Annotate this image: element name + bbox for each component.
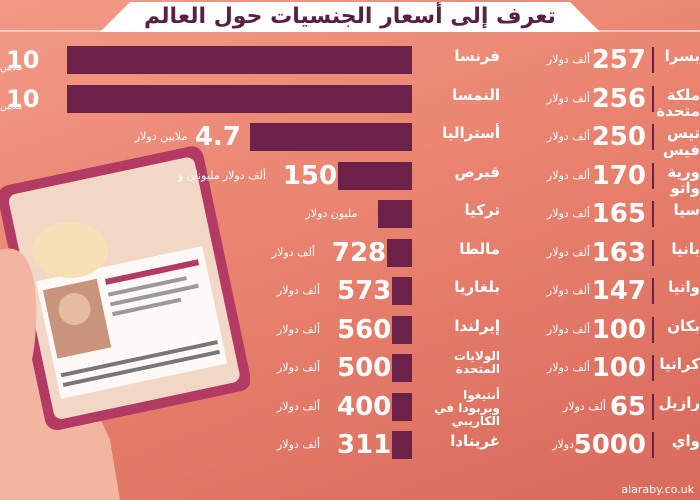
bar [386,238,412,267]
country-label: الولايات المتحدة [453,349,500,377]
country-label: تركيا [464,201,500,219]
unit-label: ألف دولار [562,399,606,413]
value-label: 728 [331,237,387,268]
country-label: بانيا [671,240,700,257]
row-separator [652,201,654,227]
country-label: قبرص [454,162,500,181]
country-label: رازيل [658,394,700,411]
country-label: إيرلندا [454,316,500,335]
value-label: 10 [6,84,40,113]
bar [392,354,412,382]
unit-label: ألف دولار [546,53,590,66]
value-label: 400 [337,391,392,422]
value-label: 4.7 [194,122,241,152]
value-label: 165 [591,199,646,229]
bar [67,46,412,74]
value-label: 65 [609,391,646,422]
value-label: 573 [337,276,392,306]
unit-label: دولار [552,438,574,451]
country-label: تيس فيس [662,125,700,158]
unit-label: ألف دولار [277,399,321,413]
bar [377,200,412,228]
country-label: النمسا [452,85,500,104]
passport-hand-illustration [0,146,250,500]
country-label: بكان [667,317,700,334]
value-label: 560 [337,314,392,345]
bar [392,392,412,421]
bar [392,277,412,305]
row-separator [652,239,654,266]
row-separator [652,355,654,381]
bar [337,161,412,190]
country-label: واي [671,433,700,450]
unit-label: ملايين دولار [134,130,188,143]
row-separator [652,162,654,189]
unit-label: ألف دولار [546,91,590,105]
value-label: 150 [282,160,338,191]
unit-label: مليون دولار [305,207,358,220]
country-label: بسرا [664,48,700,65]
value-label: 163 [591,237,646,268]
country-label: مالطا [459,239,500,258]
value-label: 10 [6,46,40,74]
unit-label: ألف دولار [277,322,321,336]
unit-label: ألف دولار [546,284,590,297]
country-label: غرينادا [450,432,500,450]
unit-label: ألف دولار [277,438,321,451]
unit-label: ألف دولار [546,322,590,336]
country-label: ورية واتو [667,163,700,197]
country-label: فرنسا [454,47,500,65]
country-label: كرانيا [659,356,700,373]
value-label: 256 [591,83,646,114]
country-label: بلغاريا [454,278,500,296]
unit-label: ملايين [0,101,23,112]
country-label: وانيا [668,279,700,296]
unit-label: ألف دولار [546,361,590,374]
value-label: 250 [591,122,646,152]
bar [249,123,412,151]
value-label: 311 [337,430,392,460]
value-label: 100 [591,314,646,345]
source-credit: alaraby.co.uk [621,483,694,496]
unit-label: ملايين [0,63,23,73]
bar [392,315,412,344]
value-label: 257 [591,45,646,75]
unit-label: ألف دولار [546,245,590,259]
row-separator [652,85,654,112]
unit-label: ألف دولار [546,168,590,182]
bar [67,84,412,113]
unit-label: ألف دولار [546,130,590,143]
bar [392,431,412,459]
country-label: أنتيغوا وبربودا في الكاريبي [434,387,500,428]
unit-label: ألف دولار [222,168,266,182]
title-divider [0,30,700,32]
page-title: تعرف إلى أسعار الجنسيات حول العالم [100,2,600,32]
unit-label: ألف دولار [277,361,321,374]
country-label: أستراليا [442,124,500,142]
value-label: 500 [337,353,392,383]
country-label: ملكة متحدة [656,86,700,120]
value-label: 147 [591,276,646,306]
unit-label: ألف دولار [271,245,315,259]
unit-label: ألف دولار [546,207,590,220]
row-separator [652,432,654,458]
country-label: سيا [673,202,700,219]
value-label: 5000 [573,430,646,460]
row-separator [652,278,654,304]
row-separator [652,316,654,343]
prefix-label: مليونان و [177,168,220,182]
value-label: 100 [591,353,646,383]
value-label: 170 [591,160,646,191]
row-separator [652,124,654,150]
row-separator [652,393,654,420]
row-separator [652,47,654,73]
unit-label: ألف دولار [277,284,321,297]
